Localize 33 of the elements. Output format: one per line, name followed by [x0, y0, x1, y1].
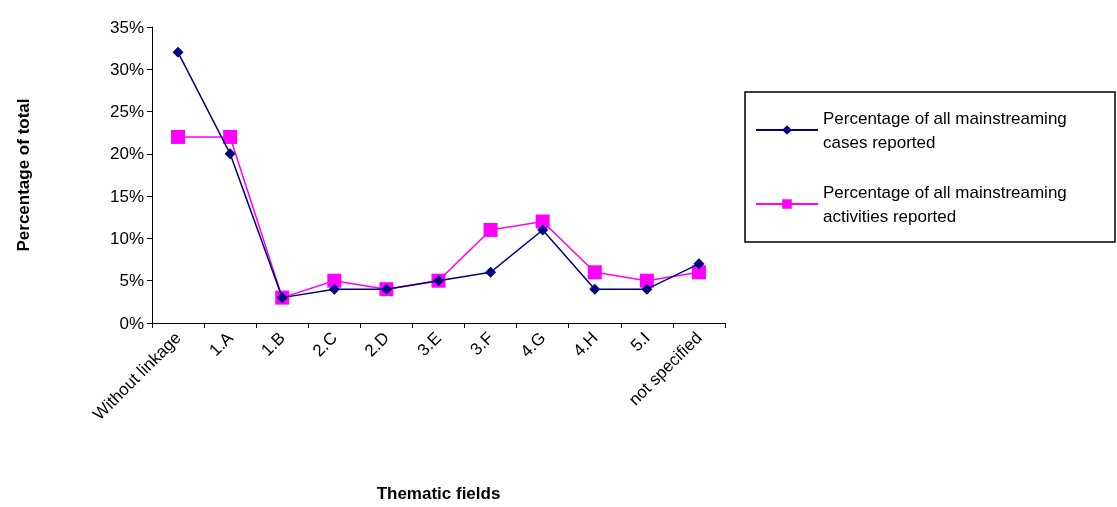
x-tick-label: 3.E	[413, 328, 446, 360]
x-tick-label: 3.F	[466, 328, 498, 360]
y-axis-title: Percentage of total	[14, 98, 33, 252]
x-tick-label: 5.I	[626, 328, 654, 356]
legend-label: Percentage of all mainstreaming activities reported	[823, 182, 1072, 226]
y-tick-label: 25%	[109, 102, 144, 122]
point	[224, 148, 236, 160]
point	[693, 258, 705, 270]
y-tick-label: 15%	[109, 186, 144, 206]
point	[589, 283, 601, 295]
x-tick-label: 2.C	[308, 328, 342, 361]
point	[483, 222, 498, 237]
y-tick-label: 20%	[109, 144, 144, 164]
point	[485, 266, 497, 278]
y-tick-label: 30%	[109, 59, 144, 79]
point	[587, 265, 602, 280]
x-tick-label: 1.A	[205, 327, 238, 360]
point	[537, 224, 549, 236]
x-tick-label: 4.H	[569, 328, 602, 361]
point	[641, 283, 653, 295]
point	[223, 129, 238, 144]
y-tick-label: 0%	[119, 313, 144, 333]
y-tick-label: 5%	[119, 271, 144, 291]
y-tick-label: 10%	[109, 228, 144, 248]
point	[328, 283, 340, 295]
x-tick-label: 1.B	[257, 328, 289, 360]
point	[171, 129, 186, 144]
x-tick-label: 4.G	[516, 328, 550, 362]
x-tick-label: 2.D	[361, 328, 394, 361]
point	[172, 46, 184, 58]
legend-label: Percentage of all mainstreaming cases reported	[823, 108, 1072, 152]
y-tick-label: 35%	[109, 17, 144, 37]
x-axis-title: Thematic fields	[376, 484, 501, 503]
